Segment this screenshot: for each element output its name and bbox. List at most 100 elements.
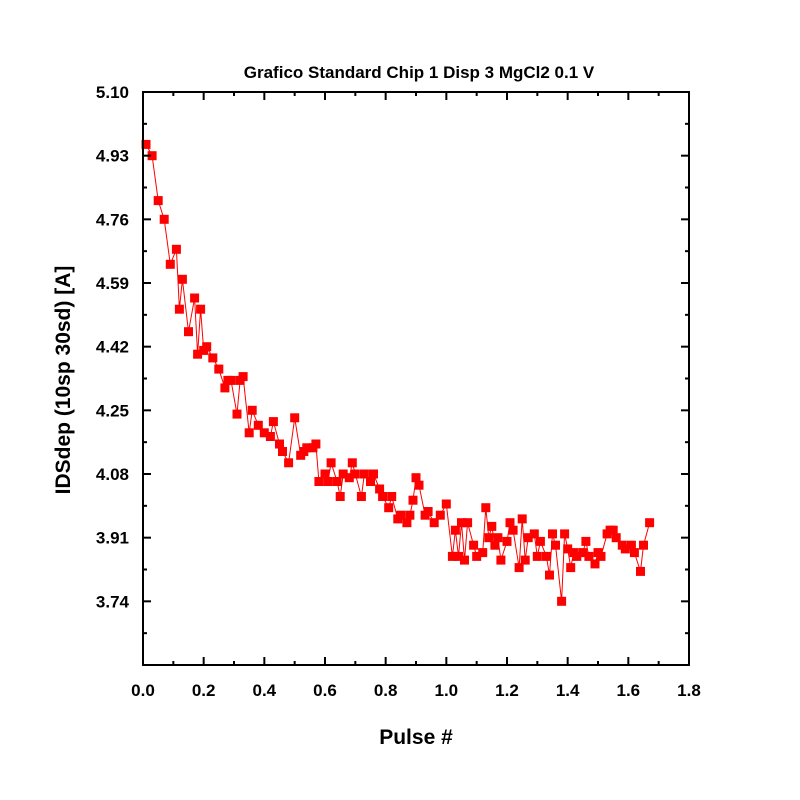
data-point (487, 521, 497, 531)
data-point (629, 548, 639, 558)
data-point (484, 533, 494, 543)
data-point (460, 555, 469, 565)
data-point (548, 529, 557, 539)
data-point (302, 443, 312, 453)
data-point (532, 551, 542, 561)
data-point (384, 503, 394, 513)
data-point (238, 372, 248, 382)
x-tick-label: 1.6 (617, 681, 641, 700)
data-point (405, 510, 415, 520)
x-tick-label: 1.0 (435, 681, 459, 700)
data-point (335, 492, 345, 501)
data-point (366, 477, 375, 486)
data-point (147, 151, 157, 161)
data-point (347, 458, 357, 468)
data-point (423, 507, 433, 516)
data-point (520, 555, 530, 565)
data-point (208, 353, 218, 363)
data-point (596, 551, 606, 561)
x-tick-label: 0.2 (192, 681, 216, 700)
data-point (359, 469, 369, 479)
data-point (447, 551, 457, 561)
x-tick-label: 1.4 (556, 681, 580, 700)
data-point (202, 342, 212, 352)
x-tick-label: 0.6 (313, 681, 337, 700)
y-tick-label: 4.76 (96, 210, 129, 229)
data-point (608, 525, 618, 535)
data-point (535, 536, 545, 546)
y-tick-label: 3.74 (96, 592, 130, 611)
data-point (190, 293, 200, 303)
data-point (220, 383, 230, 393)
data-point (541, 551, 551, 561)
data-point (184, 327, 193, 337)
data-point (408, 495, 418, 505)
data-point (314, 477, 324, 486)
data-point (450, 525, 460, 535)
data-point (563, 544, 573, 554)
data-point (268, 417, 278, 427)
chart-title: Grafico Standard Chip 1 Disp 3 MgCl2 0.1… (244, 63, 595, 82)
data-point (320, 469, 330, 479)
data-point (493, 533, 503, 543)
x-tick-label: 1.8 (677, 681, 701, 700)
data-point (378, 492, 388, 501)
data-point (153, 196, 163, 206)
data-point (275, 439, 284, 449)
data-point (581, 536, 591, 546)
data-point (193, 349, 203, 359)
data-point (402, 518, 412, 528)
data-point (387, 492, 397, 501)
data-point (332, 477, 342, 486)
data-point (529, 529, 539, 539)
data-point (505, 518, 515, 528)
data-point (278, 447, 287, 456)
data-point (265, 432, 275, 441)
data-point (636, 566, 645, 576)
data-point (159, 214, 169, 224)
data-point (560, 529, 570, 539)
data-point (326, 458, 336, 468)
data-point (639, 540, 648, 550)
data-point (626, 540, 636, 550)
data-point (177, 274, 187, 284)
data-point (232, 409, 242, 419)
data-point (454, 551, 463, 561)
x-tick-label: 0.0 (131, 681, 155, 700)
data-point (611, 533, 621, 543)
data-point (247, 405, 257, 415)
data-point (457, 518, 466, 528)
data-point (311, 439, 321, 449)
data-point (478, 548, 488, 558)
data-point (369, 469, 378, 479)
y-tick-label: 4.93 (96, 147, 129, 166)
data-point (171, 244, 181, 254)
data-point (429, 518, 439, 528)
data-point (620, 544, 630, 554)
data-point (441, 499, 451, 509)
y-tick-label: 5.10 (96, 83, 129, 102)
data-point (284, 458, 294, 468)
data-point (196, 304, 206, 314)
data-point (502, 536, 512, 546)
y-tick-label: 3.91 (96, 529, 129, 548)
data-point (557, 596, 567, 606)
data-point (508, 525, 518, 535)
data-point (545, 570, 554, 580)
data-point (469, 540, 479, 550)
data-point (517, 514, 527, 524)
data-point (490, 540, 500, 550)
data-point (323, 477, 333, 486)
x-axis-label: Pulse # (379, 726, 453, 749)
y-tick-label: 4.25 (96, 401, 129, 420)
data-point (481, 503, 491, 513)
data-point (572, 551, 582, 561)
y-axis-label: IDSdep (10sp 30sd) [A] (52, 266, 75, 495)
x-tick-label: 0.8 (374, 681, 398, 700)
data-point (174, 304, 184, 314)
data-point (165, 259, 175, 269)
data-point (244, 428, 254, 438)
data-point (226, 375, 236, 385)
data-point (411, 473, 421, 483)
